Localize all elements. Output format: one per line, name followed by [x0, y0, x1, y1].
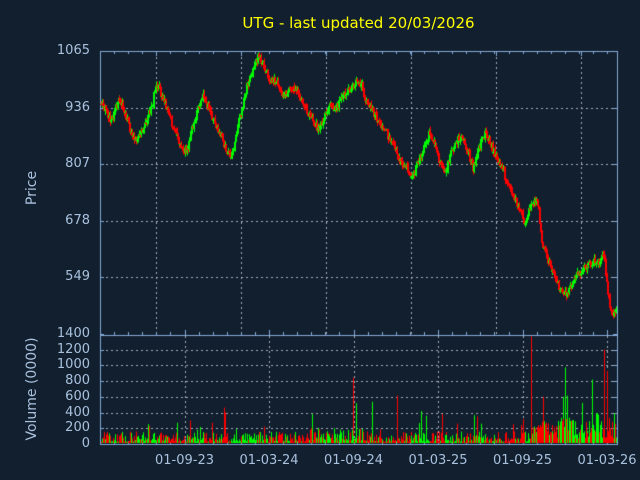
x-tick-label: 01-03-25: [408, 453, 468, 468]
volume-tick-label: 1000: [56, 357, 90, 373]
price-tick-label: 1065: [56, 43, 90, 58]
volume-tick-label: 0: [81, 436, 90, 451]
volume-tick-label: 400: [65, 404, 90, 420]
x-tick-label: 01-09-23: [154, 453, 214, 468]
volume-tick-label: 600: [65, 388, 90, 404]
price-tick-label: 807: [65, 156, 90, 171]
x-tick-label: 01-09-24: [323, 453, 383, 468]
price-tick-label: 936: [65, 99, 90, 115]
price-tick-label: 549: [65, 269, 90, 284]
x-tick-label: 01-09-25: [492, 453, 552, 468]
chart-title: UTG - last updated 20/03/2026: [242, 14, 475, 32]
volume-tick-label: 800: [65, 373, 90, 389]
volume-tick-label: 200: [65, 420, 90, 436]
volume-tick-label: 1400: [56, 326, 90, 341]
x-tick-label: 01-03-24: [239, 453, 299, 468]
x-tick-label: 01-03-26: [577, 453, 637, 468]
price-tick-label: 678: [65, 212, 90, 228]
volume-tick-label: 1200: [56, 341, 90, 357]
